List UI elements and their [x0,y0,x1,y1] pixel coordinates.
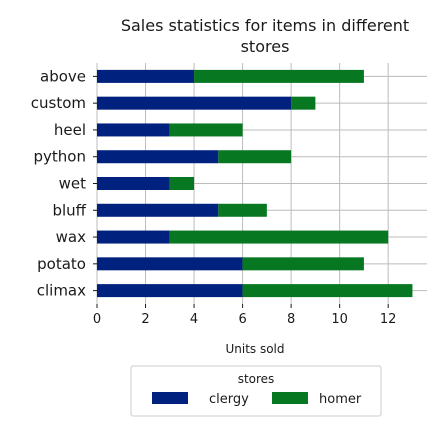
bar-heel-homer [169,123,243,137]
bar-climax-homer [242,284,413,298]
x-tick-label: 10 [331,312,348,327]
legend: stores clergy homer [130,365,382,417]
category-label-custom: custom [31,94,86,112]
bar-bluff-homer [218,203,267,217]
bar-potato-clergy [97,257,243,271]
bar-wax-clergy [97,230,170,244]
bar-wax-homer [169,230,389,244]
bar-wet-homer [169,177,195,190]
x-tick-labels: 0 2 4 6 8 10 12 [93,312,397,327]
bar-custom-clergy [97,96,292,110]
bar-heel-clergy [97,123,170,137]
legend-swatch-clergy [152,392,188,404]
chart-title-line-1: Sales statistics for items in different [121,16,409,35]
x-tick-label: 12 [380,312,397,327]
legend-swatch-homer [272,392,308,404]
category-label-climax: climax [37,282,86,300]
bar-climax-clergy [97,284,243,298]
bar-above-clergy [97,69,195,83]
x-tick-label: 8 [287,312,295,327]
category-label-wet: wet [59,175,86,193]
x-tick-label: 0 [93,312,101,327]
bars [97,69,413,298]
bar-custom-homer [291,96,316,110]
bar-python-homer [218,150,292,164]
bar-potato-homer [242,257,364,271]
category-label-wax: wax [56,228,86,246]
chart-title-line-2: stores [241,37,290,56]
category-label-bluff: bluff [52,201,86,219]
category-label-heel: heel [54,121,86,139]
x-tick-label: 4 [190,312,198,327]
bar-python-clergy [97,150,219,164]
category-label-python: python [34,148,86,166]
bar-above-homer [194,69,364,83]
category-labels: above custom heel python wet bluff wax potato cl… [31,67,87,299]
x-axis-label: Units sold [225,342,284,356]
legend-label-clergy: clergy [209,392,249,407]
x-tick-label: 6 [238,312,246,327]
x-tick-label: 2 [141,312,149,327]
bar-wet-clergy [97,177,170,190]
legend-title: stores [238,372,275,386]
legend-frame [130,365,382,417]
category-label-potato: potato [37,255,86,273]
bar-bluff-clergy [97,203,219,217]
legend-label-homer: homer [319,392,362,407]
category-label-above: above [40,67,86,85]
